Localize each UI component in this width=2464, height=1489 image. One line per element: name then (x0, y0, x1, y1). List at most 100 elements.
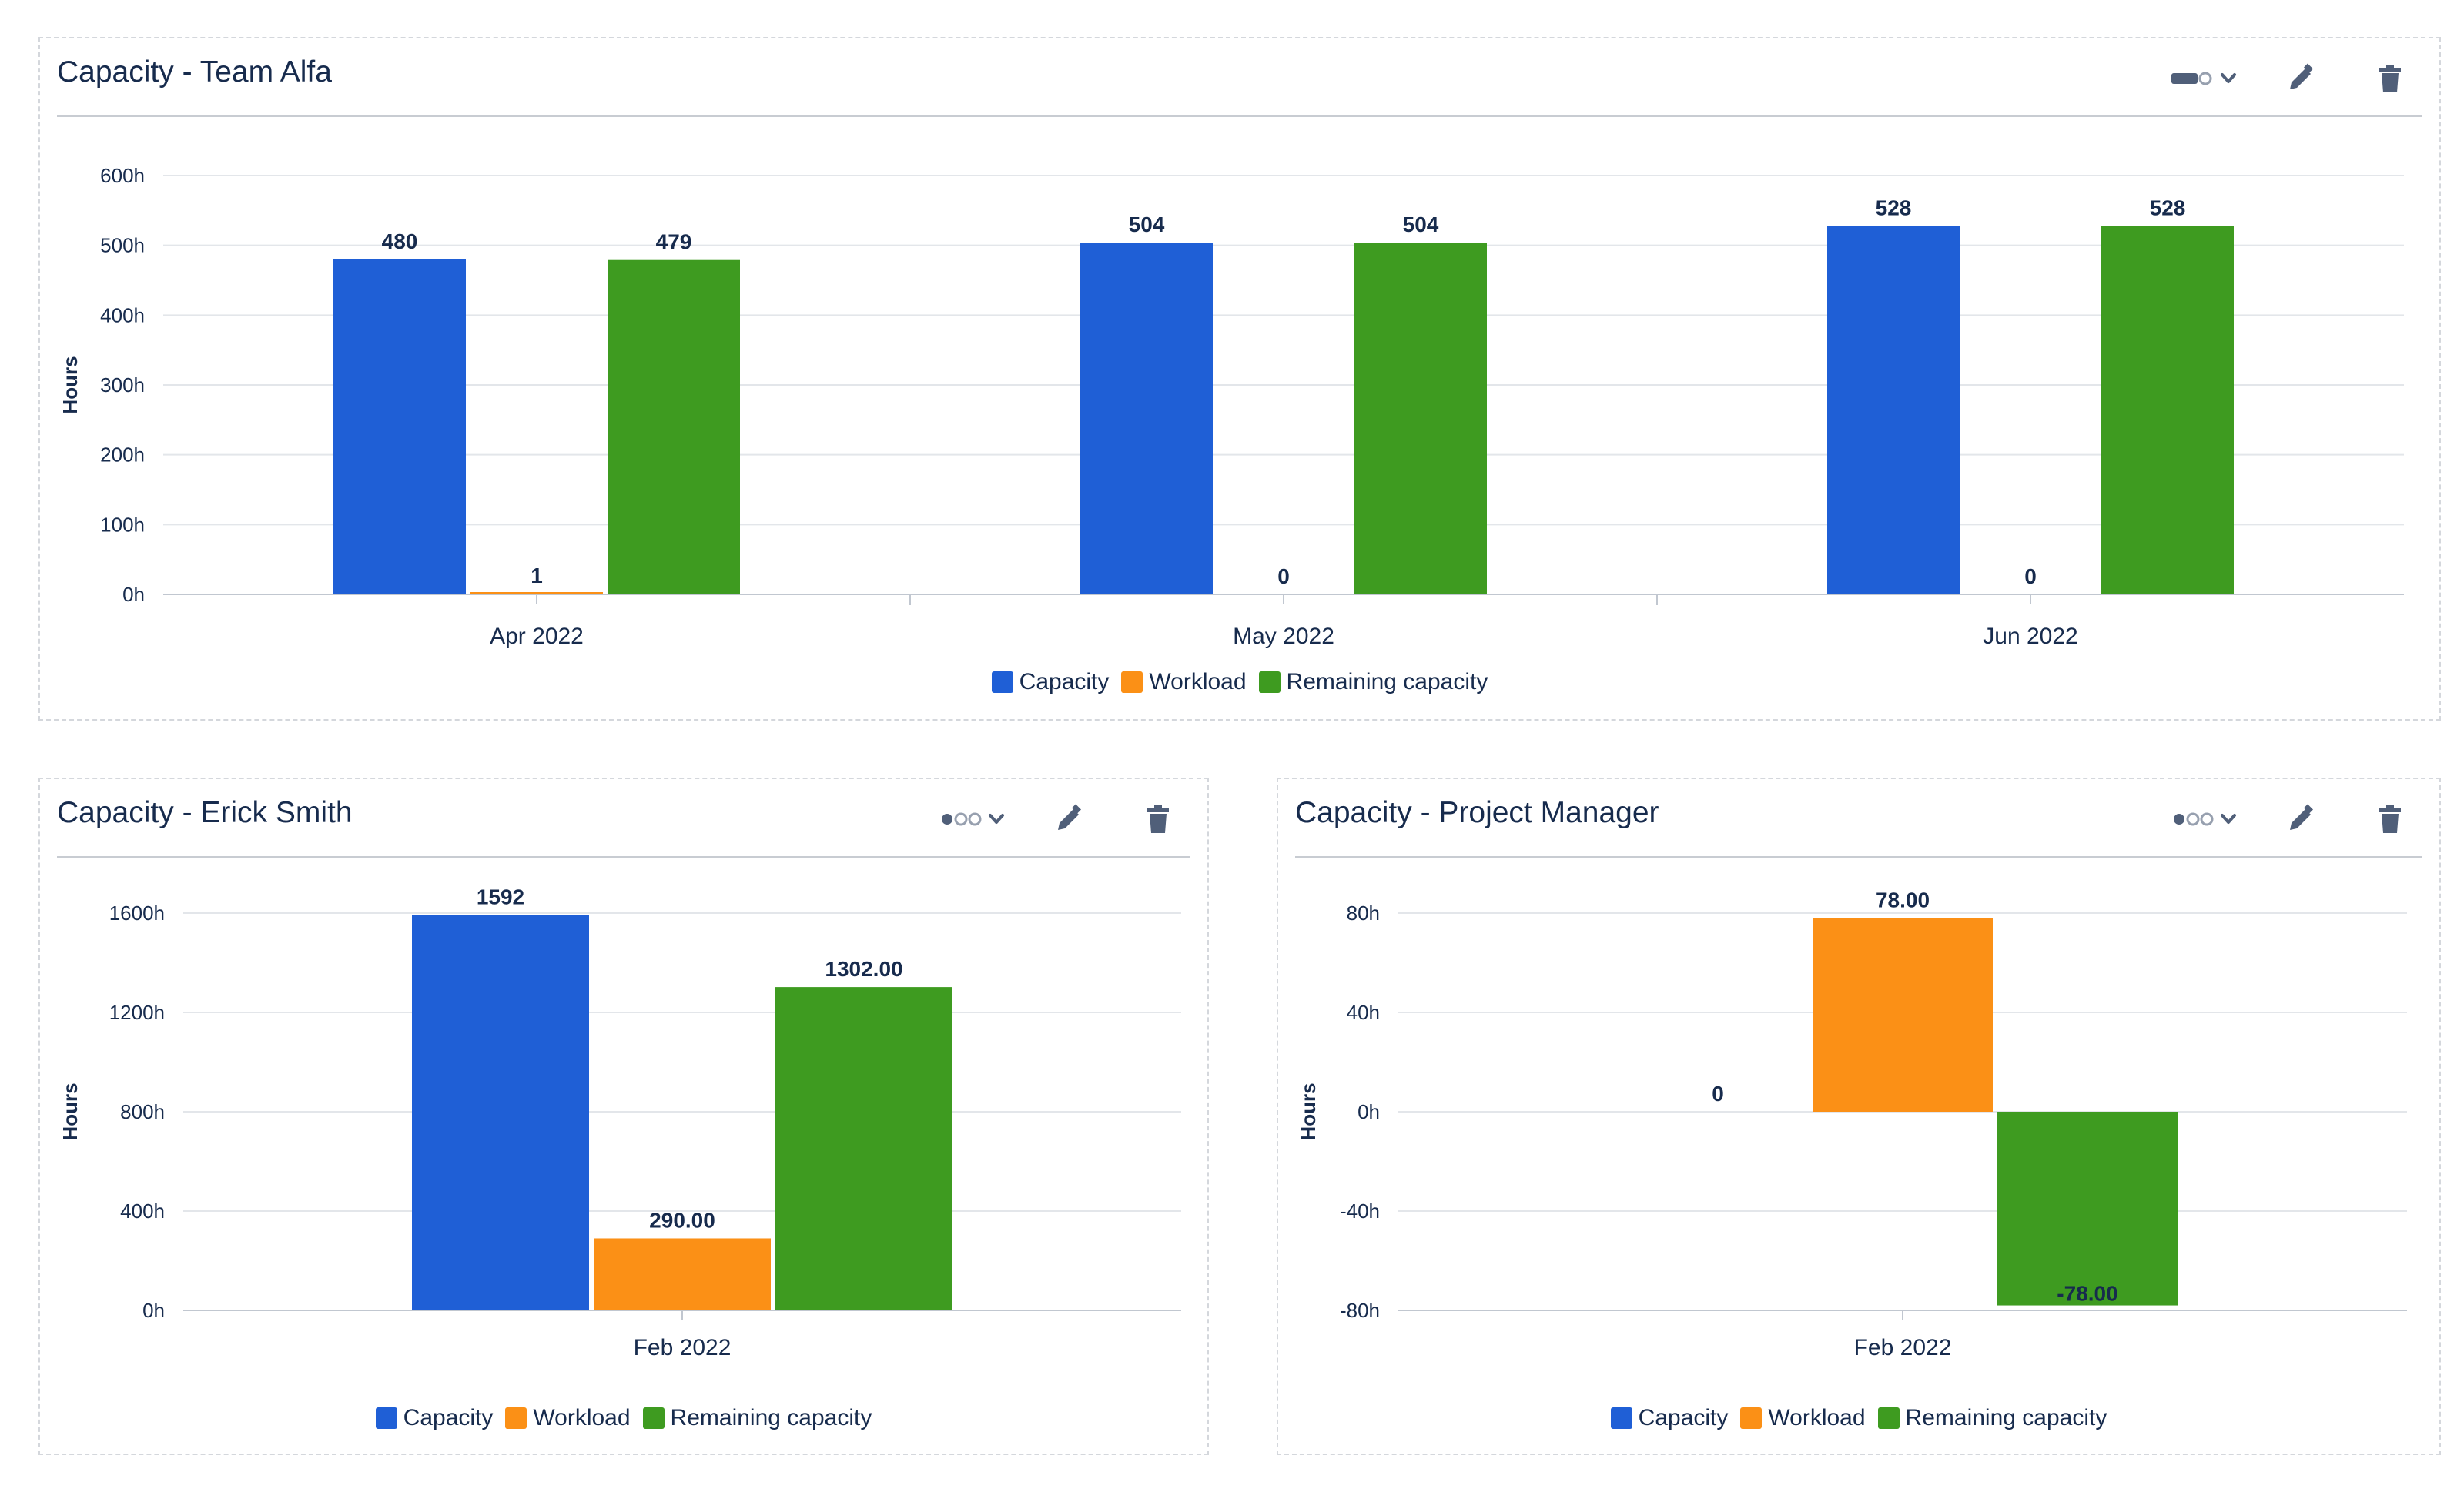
bar-capacity[interactable] (412, 915, 589, 1310)
chevron-down-icon (989, 814, 1004, 824)
data-label: 290.00 (649, 1208, 715, 1232)
legend-swatch (505, 1407, 527, 1429)
data-label: 528 (2150, 196, 2186, 219)
x-tick-label: Feb 2022 (634, 1335, 732, 1360)
gadget-header: Capacity - Erick Smith (57, 779, 1190, 858)
legend-item-remaining-capacity[interactable]: Remaining capacity (642, 1405, 872, 1431)
bar-remaining-capacity[interactable] (2101, 226, 2234, 594)
chart-legend: Capacity Workload Remaining capacity (40, 1403, 1207, 1434)
legend-label: Workload (1768, 1405, 1866, 1430)
bar-remaining-capacity[interactable] (775, 987, 952, 1310)
legend-label: Remaining capacity (1905, 1405, 2107, 1430)
y-tick-label: 1200h (109, 1001, 165, 1024)
gadget-erick-smith: Capacity - Erick Smith (38, 778, 1209, 1455)
bar-remaining-capacity[interactable] (1997, 1112, 2178, 1306)
view-toggle-dot-icon (2200, 812, 2214, 826)
chevron-down-icon (2221, 814, 2236, 824)
y-tick-label: 0h (122, 583, 145, 606)
y-tick-label: 300h (100, 373, 145, 397)
y-axis-title: Hours (59, 356, 82, 413)
chart-legend: Capacity Workload Remaining capacity (1278, 1403, 2439, 1434)
y-tick-label: 800h (120, 1100, 165, 1123)
legend-swatch (1610, 1407, 1632, 1429)
trash-icon (2379, 65, 2401, 92)
y-axis-title: Hours (1297, 1082, 1320, 1140)
y-tick-label: 40h (1347, 1001, 1380, 1024)
legend-item-workload[interactable]: Workload (505, 1405, 631, 1431)
y-tick-label: 400h (100, 303, 145, 326)
bar-capacity[interactable] (1080, 243, 1213, 594)
view-toggle-dot-icon (2186, 812, 2200, 826)
legend-swatch (1258, 671, 1281, 693)
x-tick-label: Jun 2022 (1983, 624, 2077, 649)
gadget-tools (2168, 802, 2422, 836)
legend-item-remaining-capacity[interactable]: Remaining capacity (1877, 1405, 2107, 1431)
view-toggle-button[interactable] (936, 802, 1013, 836)
y-tick-label: 1600h (109, 902, 165, 925)
gadget-header: Capacity - Team Alfa (57, 38, 2422, 117)
data-label: -78.00 (2057, 1282, 2118, 1306)
data-label: 528 (1876, 196, 1912, 219)
pencil-icon (1058, 804, 1082, 830)
bar-workload[interactable] (1813, 918, 1993, 1112)
x-tick-label: Apr 2022 (490, 624, 584, 649)
legend-label: Remaining capacity (1286, 669, 1488, 694)
bar-remaining-capacity[interactable] (608, 259, 740, 594)
legend-item-capacity[interactable]: Capacity (375, 1405, 494, 1431)
gadget-title: Capacity - Project Manager (1295, 796, 1659, 829)
legend-item-workload[interactable]: Workload (1740, 1405, 1866, 1431)
gadget-tools (2168, 62, 2422, 95)
pencil-icon (2290, 804, 2314, 830)
legend-label: Capacity (403, 1405, 494, 1430)
x-tick-label: May 2022 (1233, 624, 1334, 649)
data-label: 504 (1403, 212, 1439, 236)
legend-label: Workload (533, 1405, 631, 1430)
view-toggle-dot-icon (942, 814, 952, 825)
view-toggle-dot-icon (968, 812, 982, 826)
bar-capacity[interactable] (1827, 226, 1960, 594)
legend-item-workload[interactable]: Workload (1121, 669, 1247, 695)
gadget-team-alfa: Capacity - Team Alfa (38, 37, 2441, 721)
data-label: 480 (382, 229, 418, 253)
legend-swatch (1121, 671, 1143, 693)
bar-chart-project-manager: -80h -40h 0h 40h 80h Hours 0 78.00 -78.00 Feb 202… (1297, 888, 2407, 1360)
y-tick-label: 80h (1347, 902, 1380, 925)
legend-label: Remaining capacity (670, 1405, 872, 1430)
view-toggle-dot-icon (2198, 72, 2212, 85)
legend-swatch (991, 671, 1013, 693)
legend-item-remaining-capacity[interactable]: Remaining capacity (1258, 669, 1488, 695)
bar-capacity[interactable] (333, 259, 466, 594)
data-label: 78.00 (1876, 888, 1930, 912)
bar-workload[interactable] (470, 592, 603, 594)
y-tick-label: 500h (100, 234, 145, 257)
gadget-title: Capacity - Team Alfa (57, 55, 332, 89)
view-toggle-dot-icon (954, 812, 968, 826)
edit-button[interactable] (1052, 802, 1086, 836)
data-label: 0 (1277, 564, 1290, 588)
delete-button[interactable] (2373, 62, 2407, 95)
edit-button[interactable] (2284, 802, 2318, 836)
legend-item-capacity[interactable]: Capacity (991, 669, 1109, 695)
gadget-header: Capacity - Project Manager (1295, 779, 2422, 858)
data-label: 1 (531, 564, 543, 587)
legend-label: Workload (1149, 669, 1247, 694)
gadget-tools (936, 802, 1190, 836)
view-toggle-button[interactable] (2168, 62, 2245, 95)
bar-workload[interactable] (594, 1238, 771, 1310)
delete-button[interactable] (1141, 802, 1175, 836)
bar-remaining-capacity[interactable] (1354, 243, 1487, 594)
data-label: 504 (1129, 212, 1165, 236)
legend-swatch (375, 1407, 397, 1429)
x-tick-label: Feb 2022 (1854, 1335, 1952, 1360)
edit-button[interactable] (2284, 62, 2318, 95)
legend-swatch (1740, 1407, 1763, 1429)
legend-swatch (642, 1407, 665, 1429)
gadget-project-manager: Capacity - Project Manager (1277, 778, 2441, 1455)
legend-item-capacity[interactable]: Capacity (1610, 1405, 1728, 1431)
chevron-down-icon (2221, 73, 2236, 83)
view-toggle-bar-icon (2171, 73, 2198, 84)
trash-icon (2379, 805, 2401, 833)
delete-button[interactable] (2373, 802, 2407, 836)
data-label: 0 (1712, 1082, 1724, 1106)
view-toggle-button[interactable] (2168, 802, 2245, 836)
